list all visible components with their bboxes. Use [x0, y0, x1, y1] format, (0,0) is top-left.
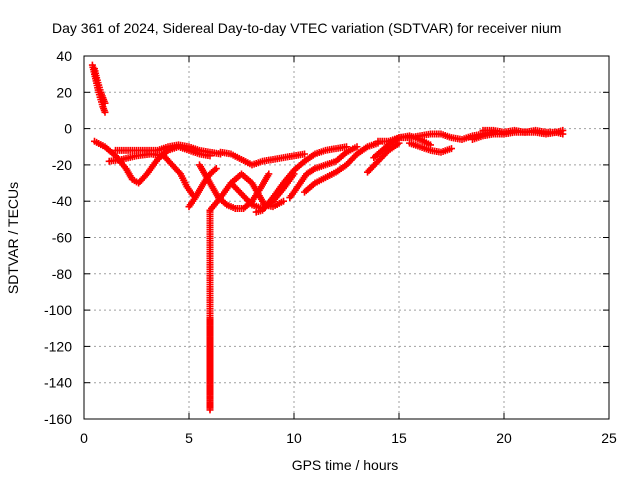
y-tick-label: -60: [52, 230, 72, 246]
series-arc-early-high-b: [91, 65, 109, 107]
data-point: [559, 130, 567, 138]
gridlines: [84, 56, 609, 419]
x-tick-label: 0: [80, 430, 88, 446]
tick-labels: 0 5 10 15 20 25 -160 -140 -120 -100 -80 -60 -40 -20 0 2…: [44, 48, 617, 446]
data-point: [206, 208, 214, 216]
data-point: [448, 145, 455, 153]
x-tick-label: 25: [601, 430, 617, 446]
series-outliers-6h: [206, 208, 214, 414]
y-tick-label: -100: [44, 302, 72, 318]
series-arc-10: [286, 143, 361, 202]
y-tick-label: -120: [44, 338, 72, 354]
x-tick-label: 10: [286, 430, 302, 446]
data-point: [301, 150, 308, 158]
series-arc-7: [217, 148, 308, 169]
x-axis-title: GPS time / hours: [292, 457, 399, 473]
y-tick-label: -80: [52, 266, 72, 282]
data-point: [175, 168, 183, 176]
y-tick-label: 40: [56, 48, 72, 64]
series-arc-9: [252, 143, 350, 216]
axis-ticks: [83, 55, 610, 420]
series-arc-2: [105, 150, 197, 200]
data-point: [101, 99, 109, 107]
x-tick-label: 15: [391, 430, 407, 446]
data-point: [101, 108, 109, 116]
data-point: [265, 170, 273, 178]
y-tick-label: -20: [52, 157, 72, 173]
x-tick-label: 20: [496, 430, 512, 446]
series-arc-15: [406, 139, 455, 156]
series-arc-17: [469, 128, 567, 143]
y-tick-label: -160: [44, 411, 72, 427]
chart-title: Day 361 of 2024, Sidereal Day-to-day VTE…: [52, 20, 561, 36]
y-tick-label: 20: [56, 84, 72, 100]
y-axis-title: SDTVAR / TECUs: [5, 182, 21, 294]
x-tick-label: 5: [185, 430, 193, 446]
y-tick-label: 0: [64, 121, 72, 137]
y-tick-label: -140: [44, 375, 72, 391]
data-point: [212, 165, 220, 173]
data-point: [353, 143, 361, 151]
data-point: [280, 197, 287, 205]
y-tick-label: -40: [52, 193, 72, 209]
data-points: [88, 61, 567, 414]
